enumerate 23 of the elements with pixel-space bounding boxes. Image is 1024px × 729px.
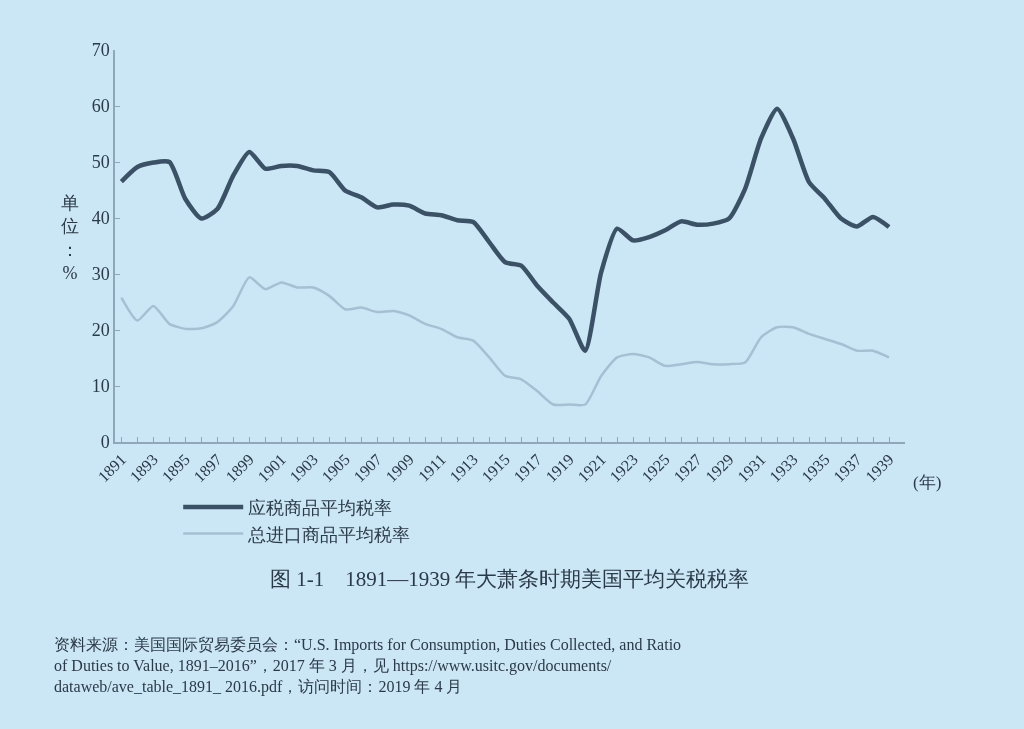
x-tick-label: 1939 — [862, 450, 897, 486]
y-tick-label: 20 — [91, 320, 110, 341]
x-tick-label: 1923 — [606, 450, 641, 486]
y-axis-title: 单位：% — [61, 193, 79, 284]
text: 图 1-1 1891—1939 年大萧条时期美国平均关税税率 — [270, 567, 750, 591]
x-axis-title: (年) — [913, 473, 942, 492]
legend-label: 总进口商品平均税率 — [247, 524, 411, 545]
y-tick-label: 30 — [91, 264, 110, 285]
y-tick-label: 70 — [91, 40, 110, 61]
y-tick-label: 50 — [91, 152, 110, 173]
x-tick-label: 1921 — [574, 450, 609, 486]
y-tick-label: 60 — [91, 96, 110, 117]
x-tick-label: 1919 — [542, 450, 577, 486]
y-tick-label: 10 — [91, 376, 110, 397]
x-tick-label: 1929 — [702, 450, 737, 486]
x-tick-label: 1933 — [766, 450, 801, 486]
line-series — [119, 106, 892, 353]
text: 资料来源：美国国际贸易委员会：“U.S. Imports for Consumption, Duties Collected, and Ratio of Duties to Value, 1891–2016”，2017 年 3 月，见 https://www.usitc.gov/documents/ dataweb/ave_table_1891_ 2016.pdf，访问时间：2019 年 4 月 — [54, 636, 682, 696]
y-tick-label: 40 — [91, 208, 110, 229]
y-tick-label: 0 — [100, 432, 110, 453]
x-tick-label: 1931 — [734, 450, 769, 486]
line-series — [120, 276, 891, 407]
legend-label: 应税商品平均税率 — [248, 498, 393, 519]
